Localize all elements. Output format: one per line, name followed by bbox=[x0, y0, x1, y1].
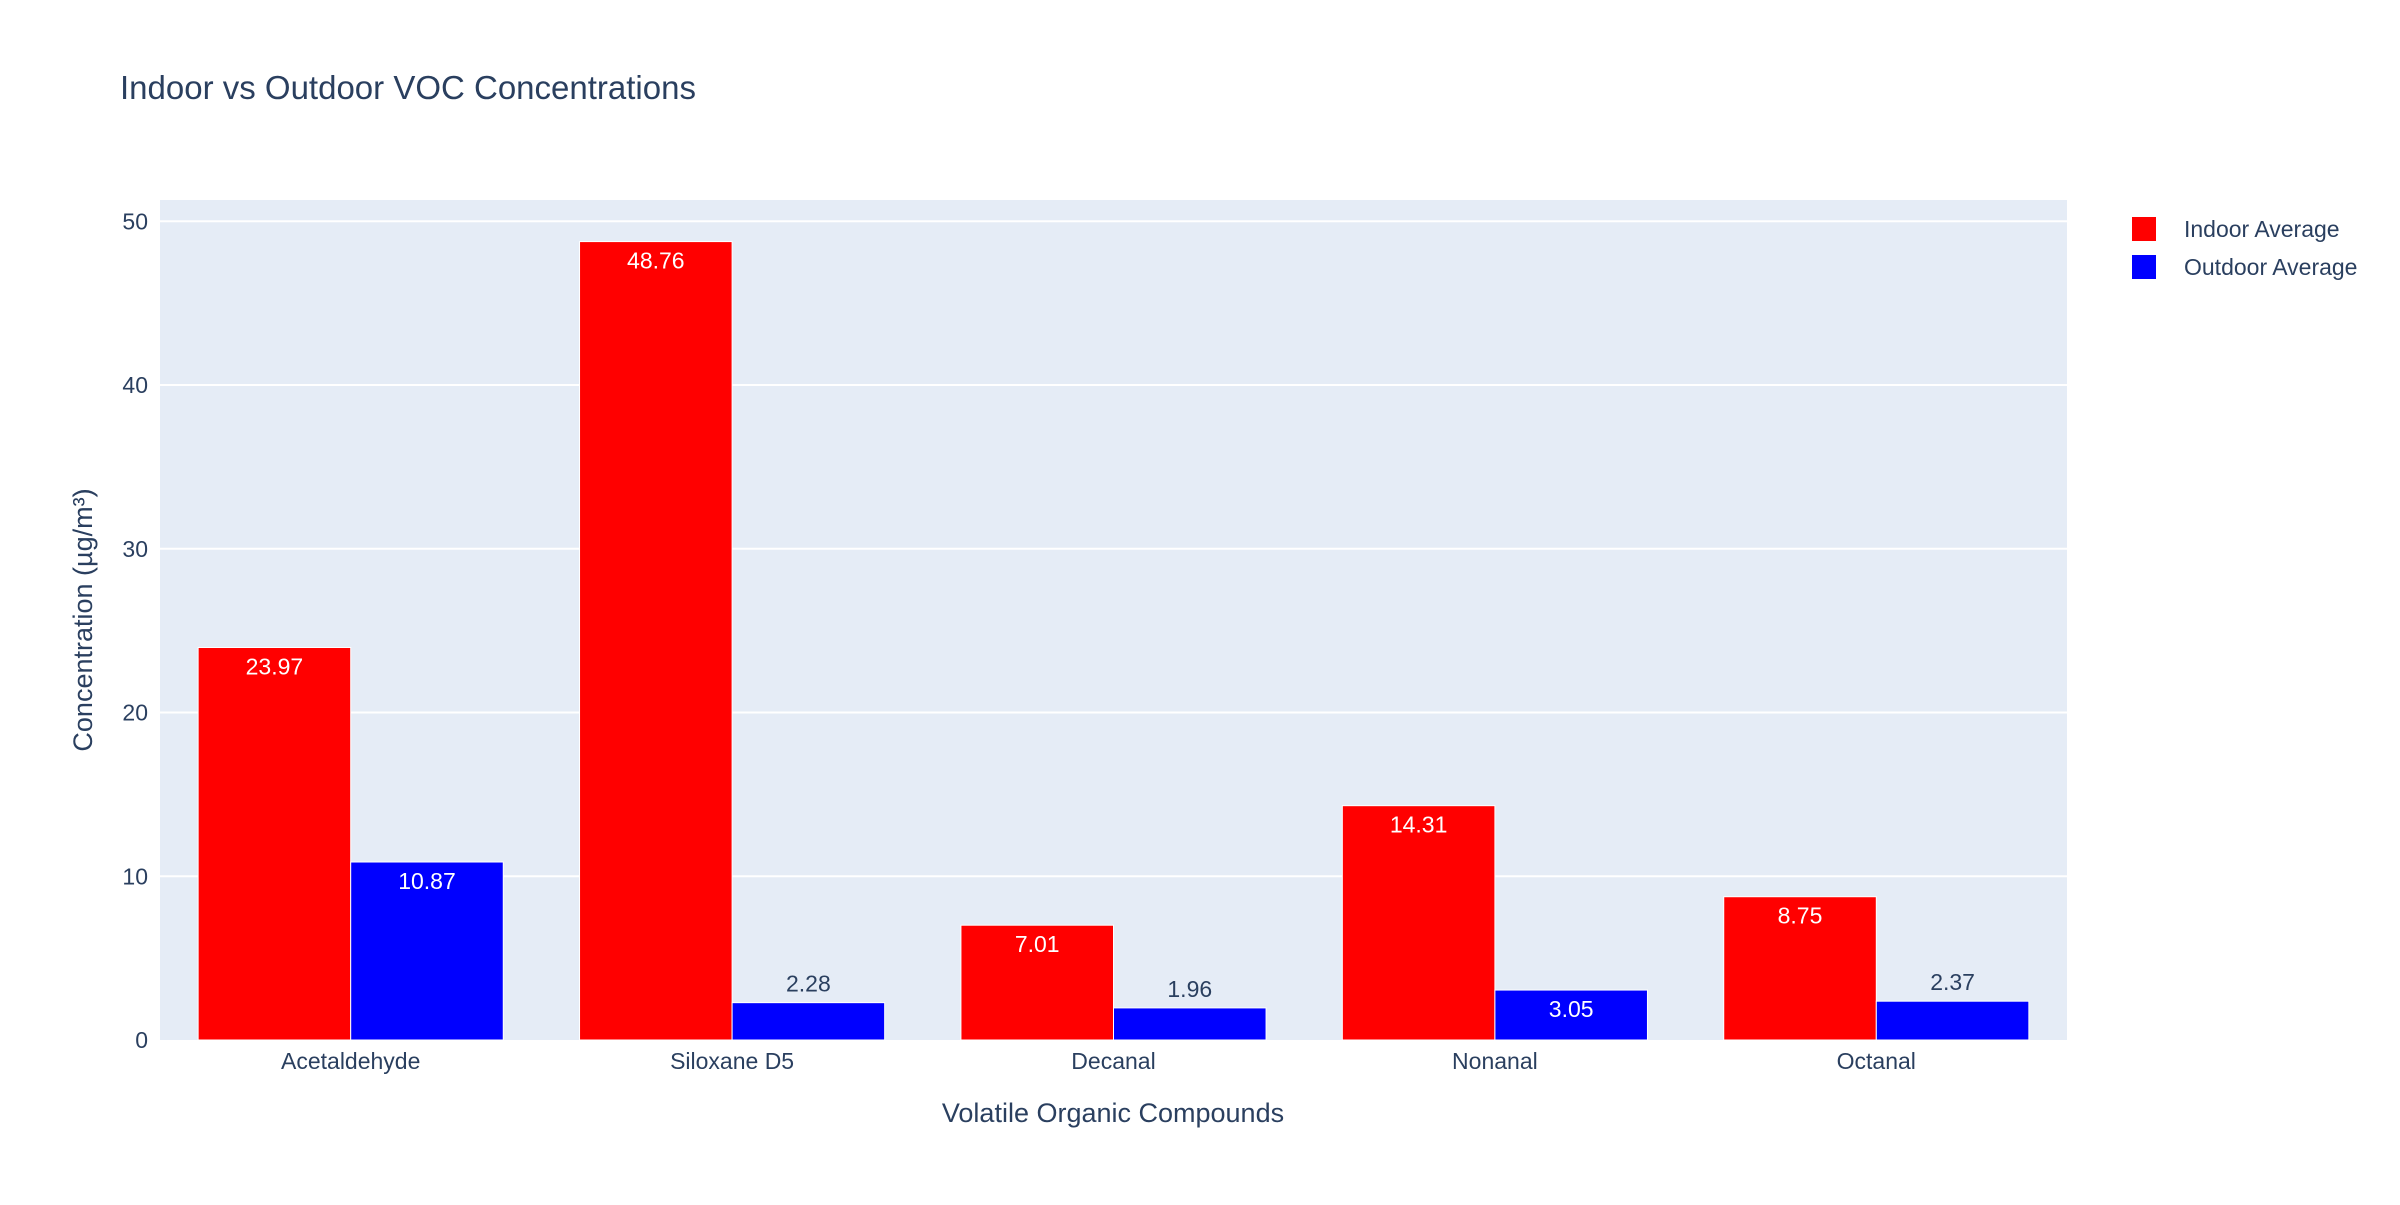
legend-label: Indoor Average bbox=[2184, 216, 2340, 242]
x-tick-label: Octanal bbox=[1837, 1048, 1916, 1074]
bar-indoor-average bbox=[579, 241, 733, 1041]
y-tick-label: 30 bbox=[122, 536, 148, 562]
bar-outdoor-average bbox=[731, 1002, 886, 1041]
bars bbox=[197, 241, 2030, 1041]
legend-label: Outdoor Average bbox=[2184, 254, 2357, 280]
x-tick-label: Nonanal bbox=[1452, 1048, 1538, 1074]
chart-title: Indoor vs Outdoor VOC Concentrations bbox=[120, 69, 696, 106]
bar-value-label: 14.31 bbox=[1390, 812, 1448, 838]
bar-value-label: 2.37 bbox=[1930, 969, 1975, 995]
y-tick-label: 0 bbox=[135, 1027, 148, 1053]
bar-value-label: 3.05 bbox=[1549, 996, 1594, 1022]
bar-value-label: 8.75 bbox=[1778, 903, 1823, 929]
legend: Indoor Average Outdoor Average bbox=[2132, 216, 2357, 280]
bar-value-labels: 23.97 10.87 48.76 2.28 7.01 1.96 14.31 3.05 8.75… bbox=[246, 248, 1975, 1022]
x-tick-label: Acetaldehyde bbox=[281, 1048, 420, 1074]
bar-outdoor-average bbox=[1113, 1007, 1267, 1041]
bar-indoor-average bbox=[960, 924, 1114, 1041]
x-axis-title: Volatile Organic Compounds bbox=[942, 1098, 1284, 1128]
y-tick-label: 20 bbox=[122, 700, 148, 726]
bar-outdoor-average bbox=[350, 861, 504, 1041]
legend-swatch bbox=[2132, 217, 2156, 241]
x-tick-label: Decanal bbox=[1071, 1048, 1155, 1074]
y-axis-title: Concentration (µg/m³) bbox=[68, 488, 98, 751]
bar-outdoor-average bbox=[1875, 1000, 2030, 1041]
bar-indoor-average bbox=[1341, 805, 1496, 1041]
legend-swatch bbox=[2132, 255, 2156, 279]
bar-value-label: 10.87 bbox=[398, 868, 456, 894]
bar-value-label: 48.76 bbox=[627, 248, 685, 274]
y-tick-label: 50 bbox=[122, 208, 148, 234]
bar-value-label: 2.28 bbox=[786, 971, 831, 997]
bar-indoor-average bbox=[197, 647, 352, 1041]
bar-value-label: 23.97 bbox=[246, 654, 304, 680]
bar-value-label: 1.96 bbox=[1167, 976, 1212, 1002]
bar-outdoor-average bbox=[1494, 989, 1648, 1041]
bar-value-label: 7.01 bbox=[1015, 931, 1060, 957]
y-tick-label: 10 bbox=[122, 863, 148, 889]
y-axis-ticks: 0 10 20 30 40 50 bbox=[122, 208, 148, 1053]
bar-indoor-average bbox=[1723, 896, 1877, 1041]
y-tick-label: 40 bbox=[122, 372, 148, 398]
x-axis-ticks: Acetaldehyde Siloxane D5 Decanal Nonanal Oct… bbox=[281, 1048, 1916, 1074]
x-tick-label: Siloxane D5 bbox=[670, 1048, 794, 1074]
